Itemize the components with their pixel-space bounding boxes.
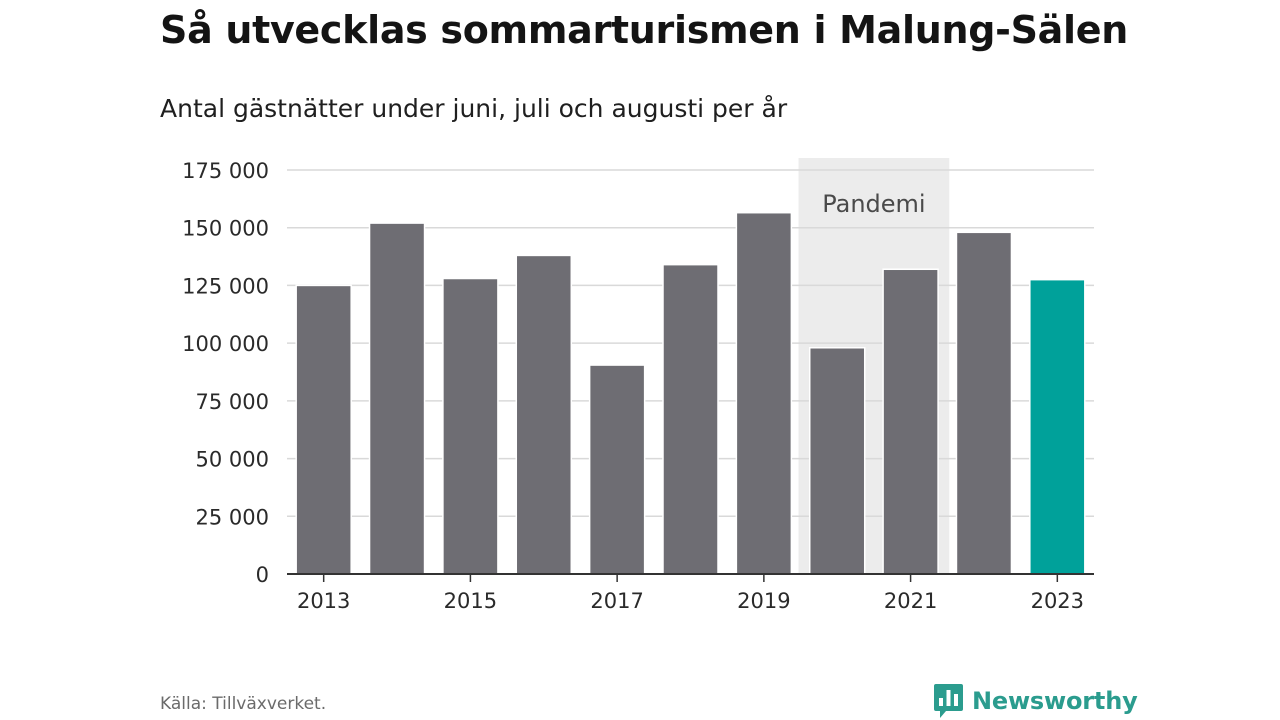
- x-tick-label: 2021: [884, 589, 937, 613]
- bar-2017: [588, 364, 646, 575]
- bar-2015: [442, 277, 499, 575]
- x-tick-label: 2013: [297, 589, 350, 613]
- bar-2013: [295, 284, 352, 575]
- bar-2016: [515, 254, 573, 575]
- bar-2022: [955, 231, 1013, 575]
- x-tick-label: 2019: [737, 589, 790, 613]
- x-tick-label: 2023: [1031, 589, 1084, 613]
- y-tick-label: 150 000: [182, 217, 269, 241]
- x-tick-label: 2017: [590, 589, 643, 613]
- brand-name: Newsworthy: [972, 687, 1138, 715]
- y-tick-label: 0: [256, 563, 269, 587]
- y-tick-label: 125 000: [182, 274, 269, 298]
- bar-2020: [808, 347, 866, 575]
- bar-2019: [735, 211, 793, 575]
- newsworthy-logo-icon: [934, 684, 963, 718]
- bar-2023: [1029, 278, 1086, 575]
- chart-subtitle: Antal gästnätter under juni, juli och au…: [160, 94, 788, 123]
- bar-2014: [368, 222, 426, 575]
- source-note: Källa: Tillväxverket.: [160, 694, 327, 714]
- chart-title: Så utvecklas sommarturismen i Malung-Säl…: [160, 8, 1128, 52]
- x-tick-label: 2015: [444, 589, 497, 613]
- y-tick-label: 75 000: [196, 390, 269, 414]
- y-tick-label: 50 000: [196, 448, 269, 472]
- bar-2021: [882, 268, 939, 575]
- bar-2018: [662, 263, 719, 575]
- y-tick-label: 175 000: [182, 159, 269, 183]
- y-tick-label: 25 000: [196, 505, 269, 529]
- annotation-label: Pandemi: [822, 190, 925, 218]
- brand: Newsworthy: [933, 682, 1138, 720]
- y-tick-label: 100 000: [182, 332, 269, 356]
